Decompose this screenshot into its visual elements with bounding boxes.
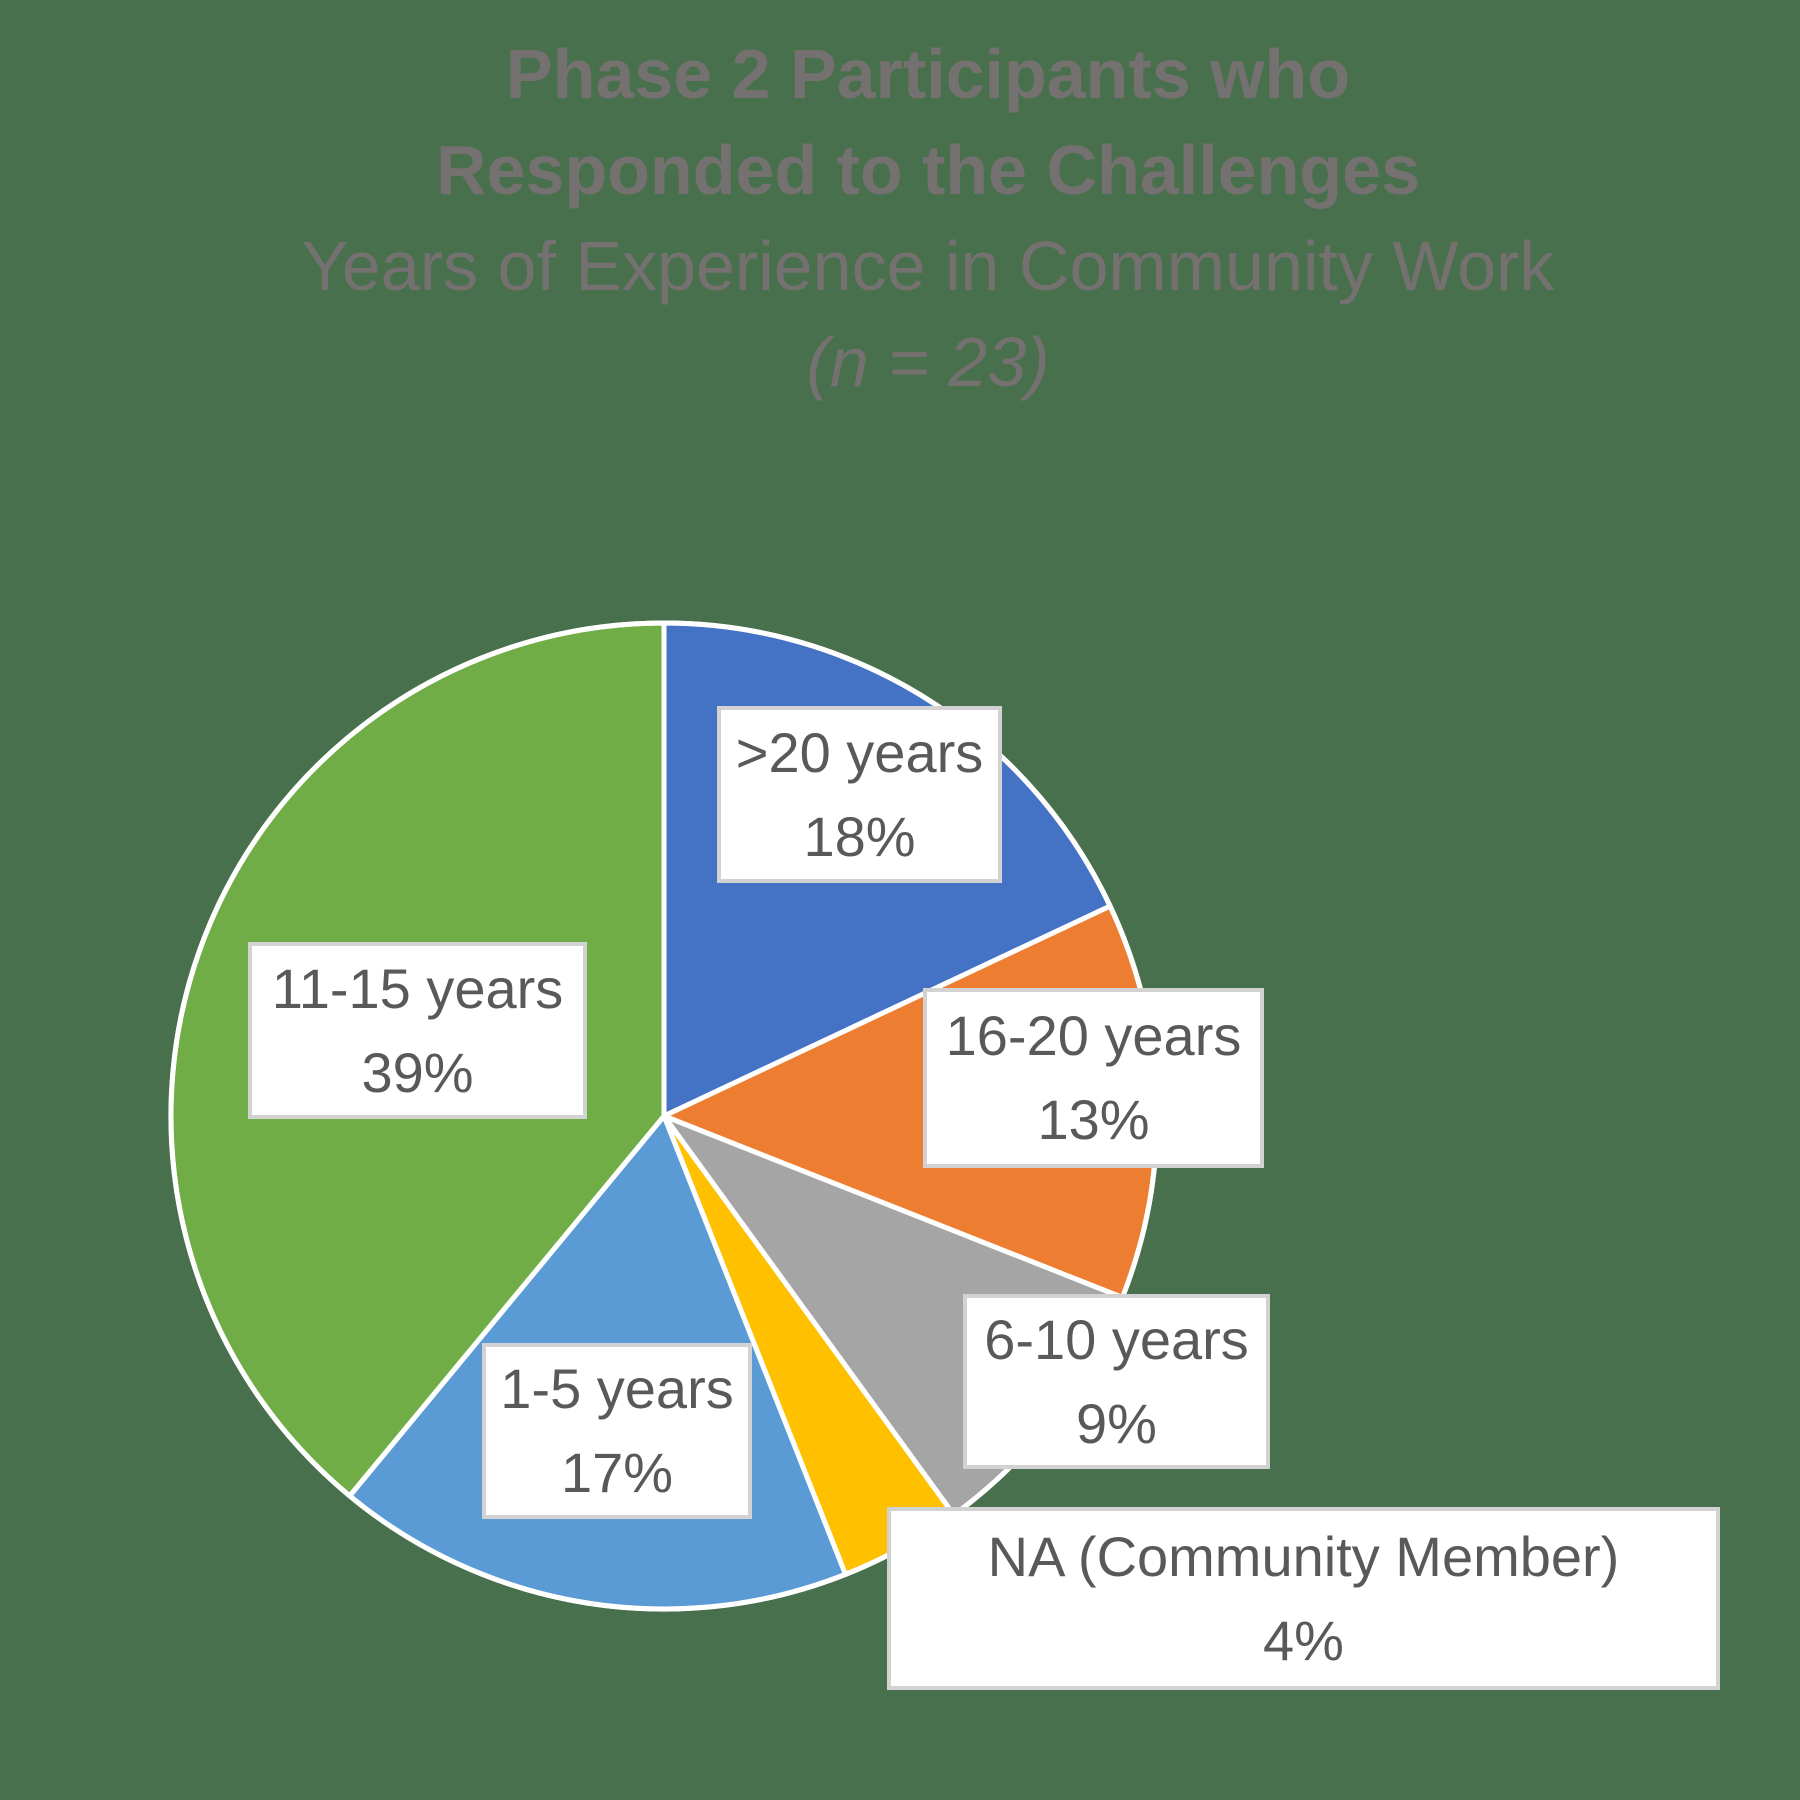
data-label-percent: 13% (1037, 1088, 1150, 1151)
data-label-1-5-years: 1-5 years 17% (482, 1343, 752, 1519)
data-label-percent: 18% (803, 804, 916, 868)
data-label-category: NA (Community Member) (987, 1524, 1620, 1588)
chart-title-line2: Responded to the Challenges (436, 131, 1420, 209)
chart-subtitle: Years of Experience in Community Work (301, 227, 1555, 305)
data-label-percent: 17% (560, 1441, 674, 1504)
data-label-category: 1-5 years (500, 1357, 734, 1420)
data-label-percent: 4% (1263, 1608, 1344, 1672)
data-label-category: 11-15 years (271, 956, 564, 1020)
data-label-category: >20 years (735, 720, 984, 784)
chart-sample-size: (n = 23) (806, 323, 1050, 401)
data-label-11-15-years: 11-15 years 39% (248, 942, 587, 1119)
chart-title-block: Phase 2 Participants who Responded to th… (56, 26, 1800, 410)
chart-title-line1: Phase 2 Participants who (505, 35, 1351, 113)
data-label-percent: 39% (361, 1040, 474, 1104)
data-label-category: 16-20 years (945, 1004, 1242, 1067)
data-label-category: 6-10 years (984, 1307, 1249, 1371)
data-label-gt20-years: >20 years 18% (717, 706, 1002, 883)
data-label-6-10-years: 6-10 years 9% (963, 1294, 1270, 1469)
data-label-percent: 9% (1076, 1391, 1157, 1455)
data-label-na-community-member: NA (Community Member) 4% (887, 1507, 1720, 1690)
data-label-16-20-years: 16-20 years 13% (923, 988, 1264, 1168)
